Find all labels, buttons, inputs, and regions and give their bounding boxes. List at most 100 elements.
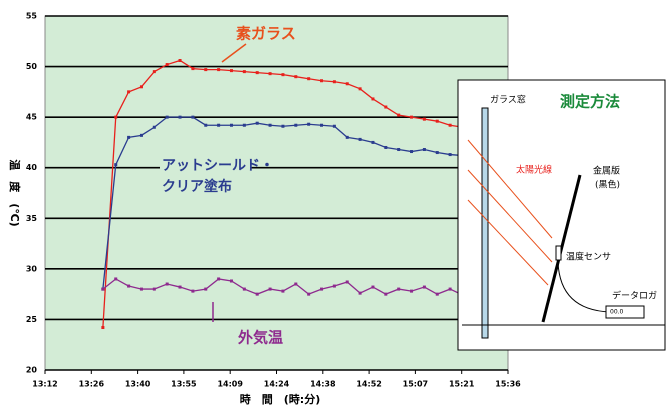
point (436, 120, 439, 123)
point (333, 125, 336, 128)
y-tick-label: 40 (26, 163, 38, 172)
point (281, 73, 284, 76)
label: 金属版 (593, 165, 620, 177)
point (191, 116, 194, 119)
point (243, 124, 246, 127)
point (179, 116, 182, 119)
point (127, 90, 130, 93)
point (204, 68, 207, 71)
point (449, 153, 452, 156)
point (423, 148, 426, 151)
x-tick-label: 13:26 (79, 380, 105, 389)
point (423, 118, 426, 121)
annotation: アットシールド・ (162, 158, 274, 174)
sensor (556, 246, 561, 260)
point (166, 116, 169, 119)
inset: 測定方法 ガラス窓 太陽光線 金属版 (黒色) 温度センサ データロガ 00.0 (458, 80, 665, 350)
point (191, 290, 194, 293)
point (243, 70, 246, 73)
point (359, 138, 362, 141)
annotation: 外気温 (237, 329, 283, 347)
point (397, 114, 400, 117)
point (346, 136, 349, 139)
point (114, 163, 117, 166)
label: 太陽光線 (516, 164, 552, 176)
point (371, 141, 374, 144)
point (179, 286, 182, 289)
x-tick-label: 15:21 (449, 380, 475, 389)
point (333, 285, 336, 288)
y-tick-label: 30 (26, 264, 38, 273)
point (384, 146, 387, 149)
point (294, 75, 297, 78)
y-tick-label: 45 (26, 113, 38, 122)
x-tick-label: 15:07 (403, 380, 428, 389)
point (410, 116, 413, 119)
point (436, 293, 439, 296)
y-tick-label: 35 (26, 214, 38, 223)
point (230, 279, 233, 282)
point (410, 150, 413, 153)
point (371, 97, 374, 100)
point (153, 126, 156, 129)
point (243, 288, 246, 291)
point (140, 134, 143, 137)
point (217, 68, 220, 71)
label: 温度センサ (566, 251, 611, 263)
point (114, 277, 117, 280)
point (204, 124, 207, 127)
point (436, 151, 439, 154)
point (191, 67, 194, 70)
point (371, 286, 374, 289)
point (307, 77, 310, 80)
point (307, 293, 310, 296)
point (346, 281, 349, 284)
y-axis-label: 温 度 (℃) (8, 159, 22, 226)
y-tick-label: 20 (26, 366, 38, 375)
point (230, 124, 233, 127)
point (269, 124, 272, 127)
point (320, 124, 323, 127)
point (281, 125, 284, 128)
x-axis-label: 時 間 (時:分) (240, 392, 320, 406)
point (269, 72, 272, 75)
point (294, 283, 297, 286)
point (140, 288, 143, 291)
annotation: 素ガラス (236, 25, 296, 43)
point (166, 63, 169, 66)
label: データロガ (612, 290, 657, 302)
point (423, 286, 426, 289)
label: ガラス窓 (490, 94, 526, 106)
point (320, 79, 323, 82)
point (217, 277, 220, 280)
inset-title: 測定方法 (560, 93, 620, 111)
x-tick-label: 13:40 (125, 380, 151, 389)
x-tick-label: 14:24 (264, 380, 290, 389)
y-tick-label: 55 (26, 12, 38, 21)
point (359, 292, 362, 295)
point (281, 290, 284, 293)
point (153, 70, 156, 73)
x-tick-label: 13:55 (171, 380, 197, 389)
point (384, 293, 387, 296)
point (179, 59, 182, 62)
point (140, 85, 143, 88)
point (410, 290, 413, 293)
point (256, 122, 259, 125)
point (294, 124, 297, 127)
point (397, 148, 400, 151)
point (217, 124, 220, 127)
y-tick-label: 25 (26, 315, 38, 324)
x-tick-label: 13:12 (32, 380, 57, 389)
point (359, 87, 362, 90)
x-tick-label: 15:36 (495, 380, 521, 389)
point (166, 283, 169, 286)
plot-area (45, 16, 508, 370)
chart: 202530354045505513:1213:2613:4013:5514:0… (0, 0, 666, 410)
point (127, 285, 130, 288)
point (230, 69, 233, 72)
label: (黒色) (595, 179, 620, 191)
point (397, 288, 400, 291)
point (333, 80, 336, 83)
point (256, 293, 259, 296)
